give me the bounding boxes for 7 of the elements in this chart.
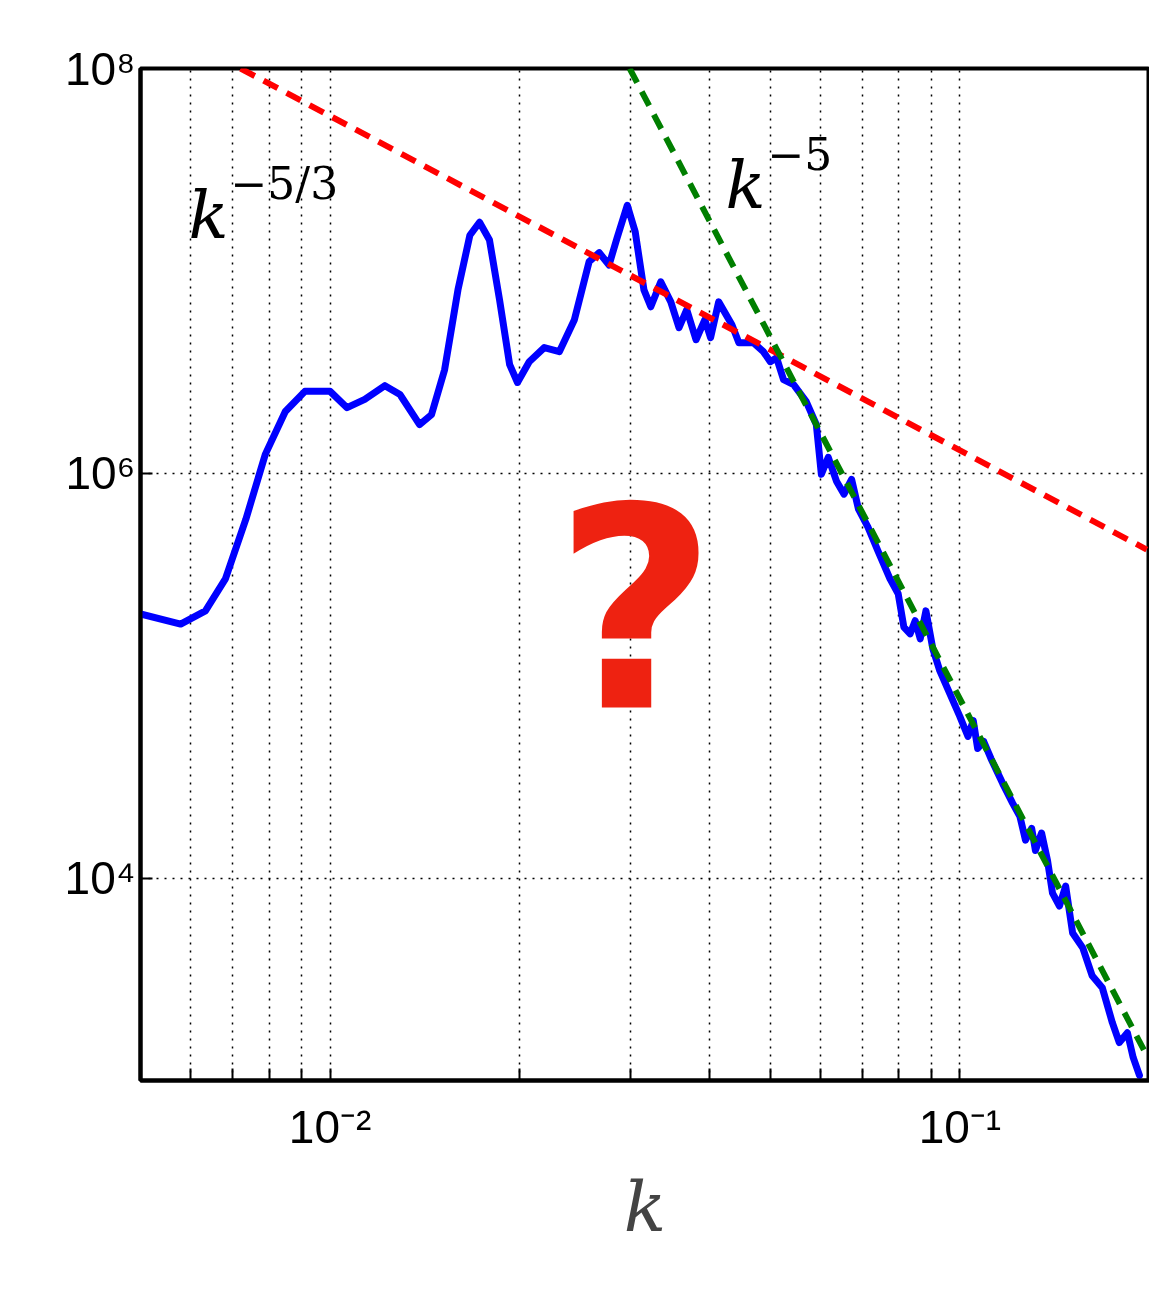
y-tick-label: 10⁶ [65,447,136,500]
y-tick-label: 10⁴ [64,852,136,905]
x-tick-label: 10⁻² [288,1100,372,1153]
x-axis-title: k [623,1165,667,1248]
y-tick-label: 10⁸ [64,42,136,95]
x-tick-label: 10⁻¹ [918,1100,1002,1153]
annotation: ? [554,447,717,774]
